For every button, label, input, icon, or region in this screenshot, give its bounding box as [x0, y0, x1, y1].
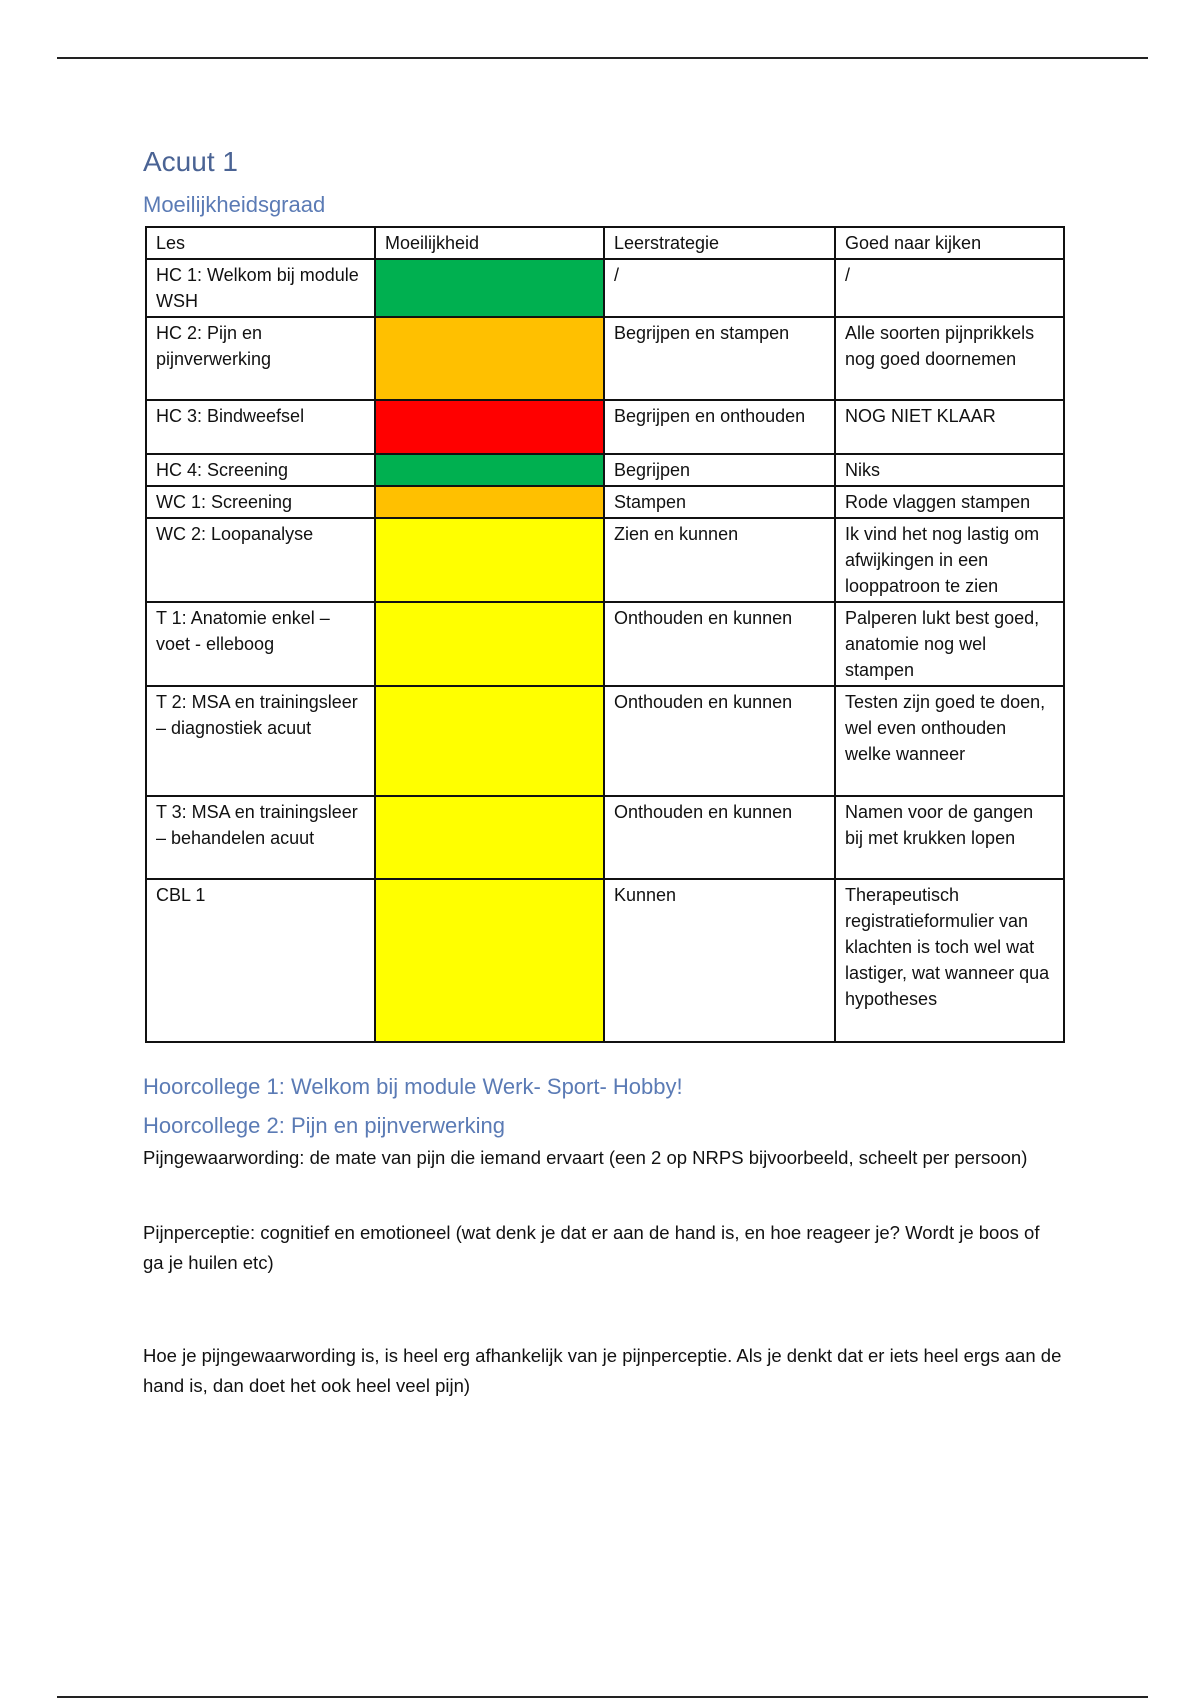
lesson-cell: CBL 1: [145, 878, 376, 1043]
table-header-row: Les Moeilijkheid Leerstrategie Goed naar…: [145, 226, 1065, 260]
notes-cell: Palperen lukt best goed, anatomie nog we…: [834, 601, 1065, 687]
strategy-cell: /: [603, 258, 836, 318]
paragraph: Pijnperceptie: cognitief en emotioneel (…: [143, 1222, 1040, 1273]
table-row: WC 1: Screening Stampen Rode vlaggen stamp…: [145, 485, 1065, 519]
difficulty-cell: [374, 258, 605, 318]
strategy-cell: Begrijpen: [603, 453, 836, 487]
header-cell: Goed naar kijken: [834, 226, 1065, 260]
difficulty-cell: [374, 485, 605, 519]
difficulty-cell: [374, 453, 605, 487]
table-row: T 1: Anatomie enkel – voet - elleboog Ont…: [145, 601, 1065, 687]
paragraph: Hoe je pijngewaarwording is, is heel erg…: [143, 1345, 1062, 1396]
table-row: HC 4: Screening Begrijpen Niks: [145, 453, 1065, 487]
lesson-cell: HC 4: Screening: [145, 453, 376, 487]
notes-cell: Niks: [834, 453, 1065, 487]
lesson-cell: HC 3: Bindweefsel: [145, 399, 376, 455]
notes-cell: Testen zijn goed te doen, wel even ontho…: [834, 685, 1065, 797]
strategy-cell: Begrijpen en stampen: [603, 316, 836, 401]
header-rule: [57, 57, 1148, 59]
lesson-cell: T 2: MSA en trainingsleer – diagnostiek …: [145, 685, 376, 797]
strategy-cell: Zien en kunnen: [603, 517, 836, 603]
paragraph: Pijngewaarwording: de mate van pijn die …: [143, 1147, 1028, 1168]
notes-cell: Ik vind het nog lastig om afwijkingen in…: [834, 517, 1065, 603]
difficulty-cell: [374, 517, 605, 603]
lesson-cell: WC 2: Loopanalyse: [145, 517, 376, 603]
strategy-cell: Onthouden en kunnen: [603, 601, 836, 687]
strategy-cell: Stampen: [603, 485, 836, 519]
table-row: T 3: MSA en trainingsleer – behandelen a…: [145, 795, 1065, 880]
footer-rule: [57, 1696, 1148, 1698]
difficulty-cell: [374, 878, 605, 1043]
lesson-cell: WC 1: Screening: [145, 485, 376, 519]
lesson-cell: T 1: Anatomie enkel – voet - elleboog: [145, 601, 376, 687]
notes-cell: Alle soorten pijnprikkels nog goed doorn…: [834, 316, 1065, 401]
difficulty-cell: [374, 795, 605, 880]
table-row: WC 2: Loopanalyse Zien en kunnen Ik vind h…: [145, 517, 1065, 603]
strategy-cell: Onthouden en kunnen: [603, 795, 836, 880]
strategy-cell: Begrijpen en onthouden: [603, 399, 836, 455]
difficulty-cell: [374, 399, 605, 455]
table-row: HC 3: Bindweefsel Begrijpen en onthouden N…: [145, 399, 1065, 455]
notes-cell: Therapeutisch registratieformulier van k…: [834, 878, 1065, 1043]
notes-cell: Namen voor de gangen bij met krukken lop…: [834, 795, 1065, 880]
header-cell: Leerstrategie: [603, 226, 836, 260]
notes-cell: NOG NIET KLAAR: [834, 399, 1065, 455]
lesson-cell: HC 1: Welkom bij module WSH: [145, 258, 376, 318]
table-row: CBL 1 Kunnen Therapeutisch registratieform…: [145, 878, 1065, 1043]
strategy-cell: Onthouden en kunnen: [603, 685, 836, 797]
section-subtitle: Moeilijkheidsgraad: [143, 192, 326, 217]
header-cell: Moeilijkheid: [374, 226, 605, 260]
table-row: T 2: MSA en trainingsleer – diagnostiek …: [145, 685, 1065, 797]
table-row: HC 1: Welkom bij module WSH / /: [145, 258, 1065, 318]
table-row: HC 2: Pijn en pijnverwerking Begrijpen en…: [145, 316, 1065, 401]
notes-cell: Rode vlaggen stampen: [834, 485, 1065, 519]
section-heading: Hoorcollege 1: Welkom bij module Werk- S…: [143, 1074, 683, 1099]
difficulty-cell: [374, 685, 605, 797]
section-heading: Hoorcollege 2: Pijn en pijnverwerking: [143, 1113, 505, 1138]
difficulty-cell: [374, 601, 605, 687]
difficulty-table: Les Moeilijkheid Leerstrategie Goed naar…: [145, 226, 1065, 1043]
strategy-cell: Kunnen: [603, 878, 836, 1043]
header-cell: Les: [145, 226, 376, 260]
page-title: Acuut 1: [143, 146, 238, 177]
difficulty-cell: [374, 316, 605, 401]
lesson-cell: T 3: MSA en trainingsleer – behandelen a…: [145, 795, 376, 880]
notes-cell: /: [834, 258, 1065, 318]
lesson-cell: HC 2: Pijn en pijnverwerking: [145, 316, 376, 401]
